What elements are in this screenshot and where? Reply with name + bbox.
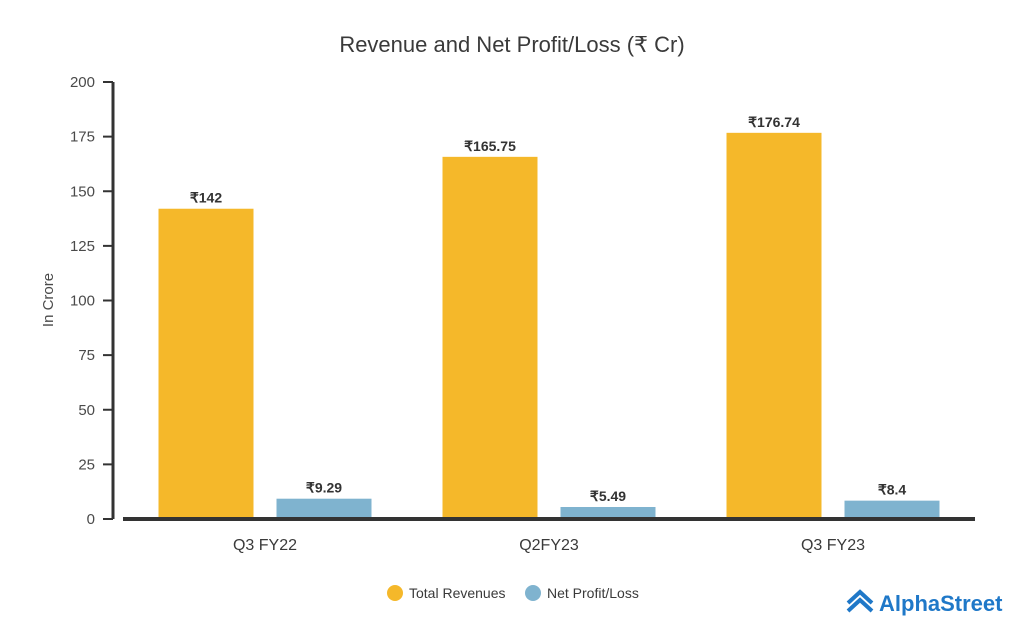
bars <box>158 132 940 518</box>
x-category-label: Q3 FY23 <box>801 537 865 554</box>
bar-net-profit-loss-0 <box>276 498 372 517</box>
legend-label-net-profit-loss: Net Profit/Loss <box>547 585 639 601</box>
data-label: ₹9.29 <box>306 480 342 496</box>
legend-swatch-total-revenues <box>387 585 403 601</box>
data-labels: ₹142 ₹9.29 ₹165.75 ₹5.49 ₹176.74 ₹8.4 <box>190 114 907 504</box>
y-tick-label: 175 <box>70 129 95 146</box>
y-axis: 0 25 50 75 100 125 150 175 200 <box>70 74 115 528</box>
y-tick-label: 100 <box>70 293 95 310</box>
legend: Total Revenues Net Profit/Loss <box>387 585 639 601</box>
x-category-label: Q2FY23 <box>519 537 579 554</box>
category-labels: Q3 FY22 Q2FY23 Q3 FY23 <box>233 537 865 554</box>
bar-total-revenues-1 <box>442 156 538 517</box>
bar-total-revenues-0 <box>158 208 254 518</box>
data-label: ₹5.49 <box>590 488 626 504</box>
data-label: ₹8.4 <box>878 482 907 498</box>
data-label: ₹165.75 <box>464 138 516 154</box>
bar-net-profit-loss-1 <box>560 507 656 517</box>
brand-name: AlphaStreet <box>879 591 1003 616</box>
legend-label-total-revenues: Total Revenues <box>409 585 506 601</box>
chart-title: Revenue and Net Profit/Loss (₹ Cr) <box>339 32 684 57</box>
alphastreet-logo-icon <box>846 589 874 613</box>
data-label: ₹176.74 <box>748 114 800 130</box>
y-tick-label: 125 <box>70 238 95 255</box>
y-tick-label: 25 <box>78 456 95 473</box>
y-tick-label: 75 <box>78 347 95 364</box>
y-tick-label: 200 <box>70 74 95 91</box>
y-tick-label: 150 <box>70 183 95 200</box>
data-label: ₹142 <box>190 190 222 206</box>
bar-net-profit-loss-2 <box>844 500 940 517</box>
y-tick-label: 0 <box>87 511 95 528</box>
bar-total-revenues-2 <box>726 132 822 517</box>
y-axis-label: In Crore <box>40 273 57 327</box>
x-category-label: Q3 FY22 <box>233 537 297 554</box>
brand-logo: AlphaStreet <box>846 589 1003 616</box>
legend-swatch-net-profit-loss <box>525 585 541 601</box>
y-tick-label: 50 <box>78 402 95 419</box>
